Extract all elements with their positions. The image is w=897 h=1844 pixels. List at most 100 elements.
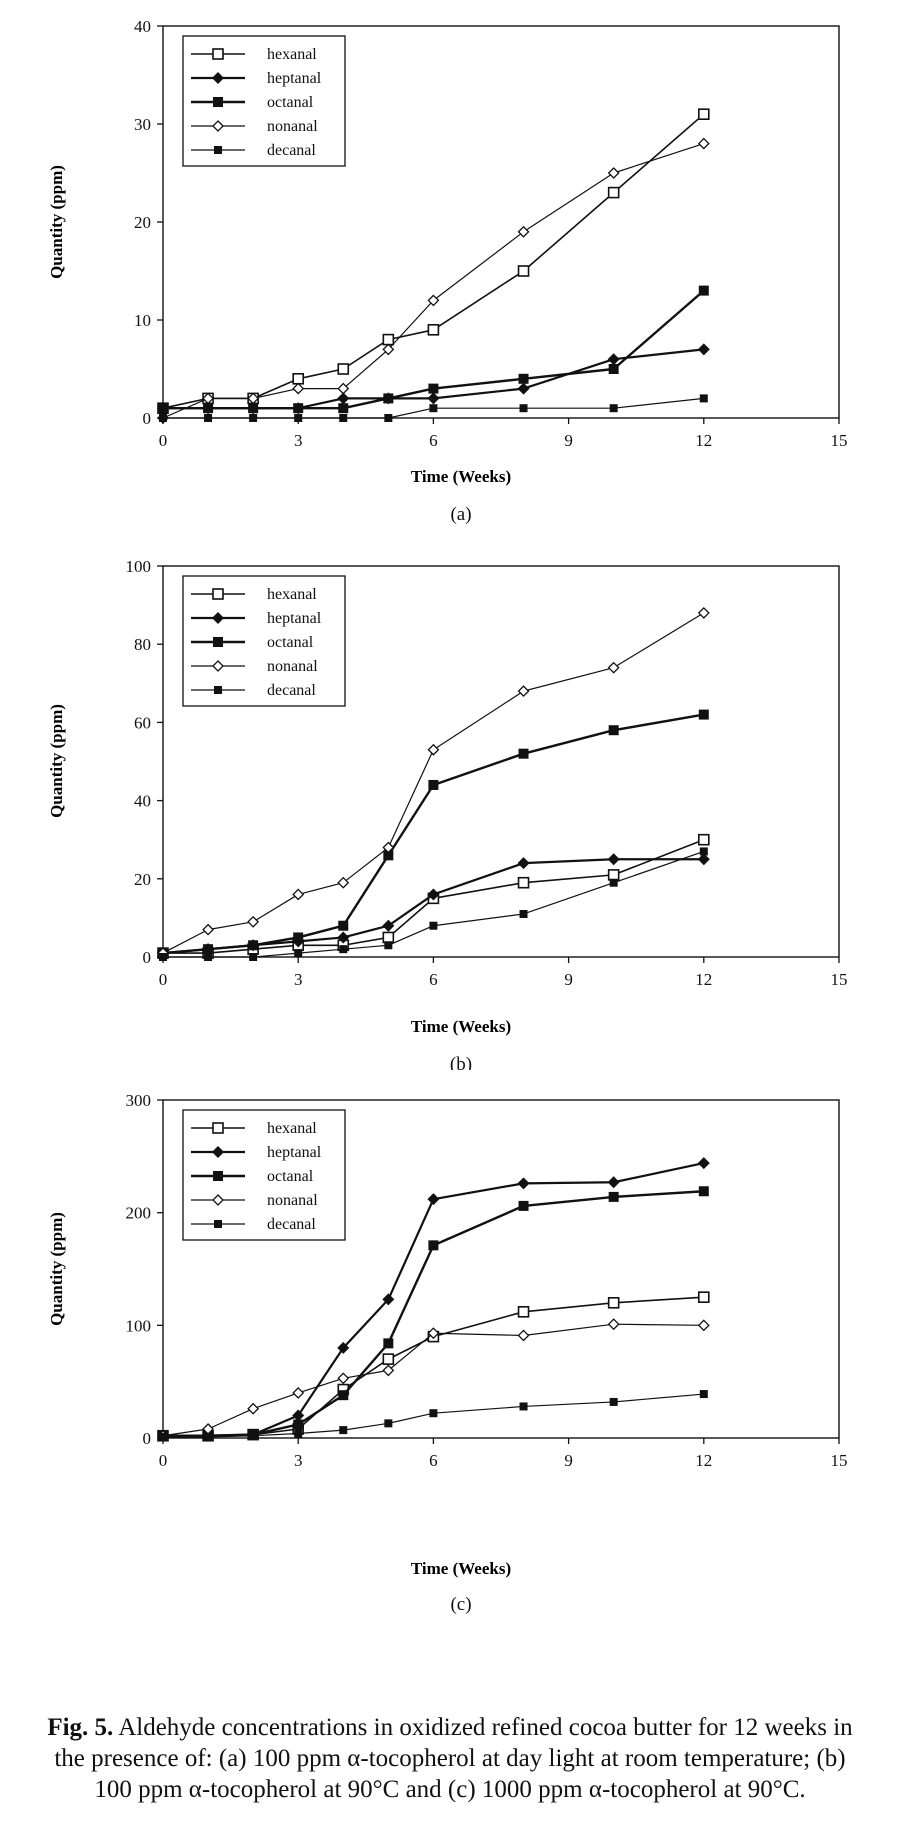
legend-marker [212, 612, 224, 624]
data-point [247, 1402, 260, 1415]
data-point [699, 1390, 708, 1399]
data-point [608, 725, 619, 736]
x-tick-label: 0 [159, 1451, 168, 1470]
x-axis-label: Time (Weeks) [411, 1017, 511, 1036]
legend-label: decanal [267, 1216, 316, 1233]
y-axis-label: Quantity (ppm) [47, 704, 66, 818]
y-tick-label: 200 [126, 1204, 152, 1223]
data-point [519, 1402, 528, 1411]
legend-marker [212, 1122, 224, 1134]
series-line [163, 289, 705, 410]
data-point [609, 1397, 618, 1406]
data-point [158, 403, 168, 414]
data-point [294, 1429, 303, 1438]
data-point [699, 847, 708, 856]
series-octanal [158, 285, 709, 414]
y-tick-label: 20 [134, 213, 151, 232]
legend-label: octanal [267, 94, 314, 111]
legend-marker [214, 686, 222, 694]
data-point [697, 1319, 710, 1332]
legend-marker [213, 1171, 223, 1181]
data-point [697, 137, 710, 150]
data-point [203, 944, 214, 955]
x-tick-label: 15 [831, 970, 848, 989]
data-point [337, 1372, 350, 1385]
data-point [383, 393, 394, 404]
y-tick-label: 80 [134, 635, 151, 654]
data-point [337, 363, 350, 375]
y-axis-label: Quantity (ppm) [47, 1212, 66, 1326]
data-point [608, 364, 619, 374]
caption-text: Aldehyde concentrations in oxidized refi… [54, 1714, 853, 1803]
legend-marker [212, 1146, 224, 1158]
data-point [204, 414, 213, 422]
series-line [163, 850, 704, 958]
data-point [338, 1390, 349, 1401]
x-axis-label: Time (Weeks) [411, 467, 511, 486]
x-tick-label: 15 [831, 431, 848, 450]
data-point [427, 294, 440, 307]
legend-label: nonanal [267, 658, 318, 675]
y-tick-label: 40 [134, 792, 151, 811]
x-axis-label: Time (Weeks) [411, 1559, 511, 1578]
data-point [697, 607, 710, 619]
data-point [609, 404, 618, 413]
data-point [697, 108, 710, 120]
data-point [608, 1191, 619, 1202]
data-point [517, 1329, 530, 1342]
data-point [517, 685, 530, 698]
data-point [337, 931, 350, 944]
data-point [517, 382, 530, 395]
data-point [697, 1157, 710, 1170]
data-point [159, 1432, 167, 1441]
data-point [517, 1177, 530, 1190]
data-point [518, 1200, 529, 1211]
data-point [382, 1293, 395, 1306]
y-tick-label: 10 [134, 311, 151, 330]
data-point [698, 709, 709, 720]
series-heptanal [157, 343, 710, 415]
series-hexanal [157, 1291, 710, 1442]
series-decanal [159, 1390, 708, 1441]
x-tick-label: 12 [695, 970, 712, 989]
data-point [383, 1338, 394, 1349]
data-point [293, 932, 304, 943]
series-line [163, 838, 705, 954]
data-point [338, 403, 349, 414]
data-point [293, 1419, 304, 1430]
data-point [429, 1409, 438, 1418]
y-tick-label: 0 [143, 1429, 152, 1448]
x-tick-label: 9 [564, 431, 573, 450]
legend-marker [213, 637, 223, 647]
data-point [517, 1306, 530, 1318]
y-tick-label: 40 [134, 17, 151, 36]
data-point [697, 1291, 710, 1303]
data-point [383, 850, 394, 861]
data-point [249, 1431, 258, 1440]
series-line [162, 1323, 704, 1437]
x-tick-label: 6 [429, 970, 438, 989]
data-point [428, 1240, 439, 1251]
x-tick-label: 9 [564, 970, 573, 989]
data-point [427, 743, 440, 756]
x-tick-label: 0 [159, 431, 168, 450]
legend-label: hexanal [267, 586, 317, 603]
data-point [607, 853, 620, 866]
data-point [248, 403, 259, 414]
legend-marker [214, 146, 222, 154]
data-point [339, 945, 348, 954]
data-point [607, 353, 620, 366]
data-point [247, 915, 260, 928]
panel-label: (a) [450, 504, 471, 525]
legend-marker [212, 660, 224, 672]
data-point [697, 833, 710, 846]
data-point [427, 323, 440, 336]
legend-label: nonanal [267, 1192, 318, 1209]
legend-marker [213, 97, 223, 107]
y-tick-label: 0 [143, 948, 152, 967]
data-point [203, 403, 214, 414]
x-tick-label: 3 [294, 431, 303, 450]
data-point [159, 414, 167, 422]
series-line [162, 612, 705, 954]
series-decanal [159, 394, 708, 422]
